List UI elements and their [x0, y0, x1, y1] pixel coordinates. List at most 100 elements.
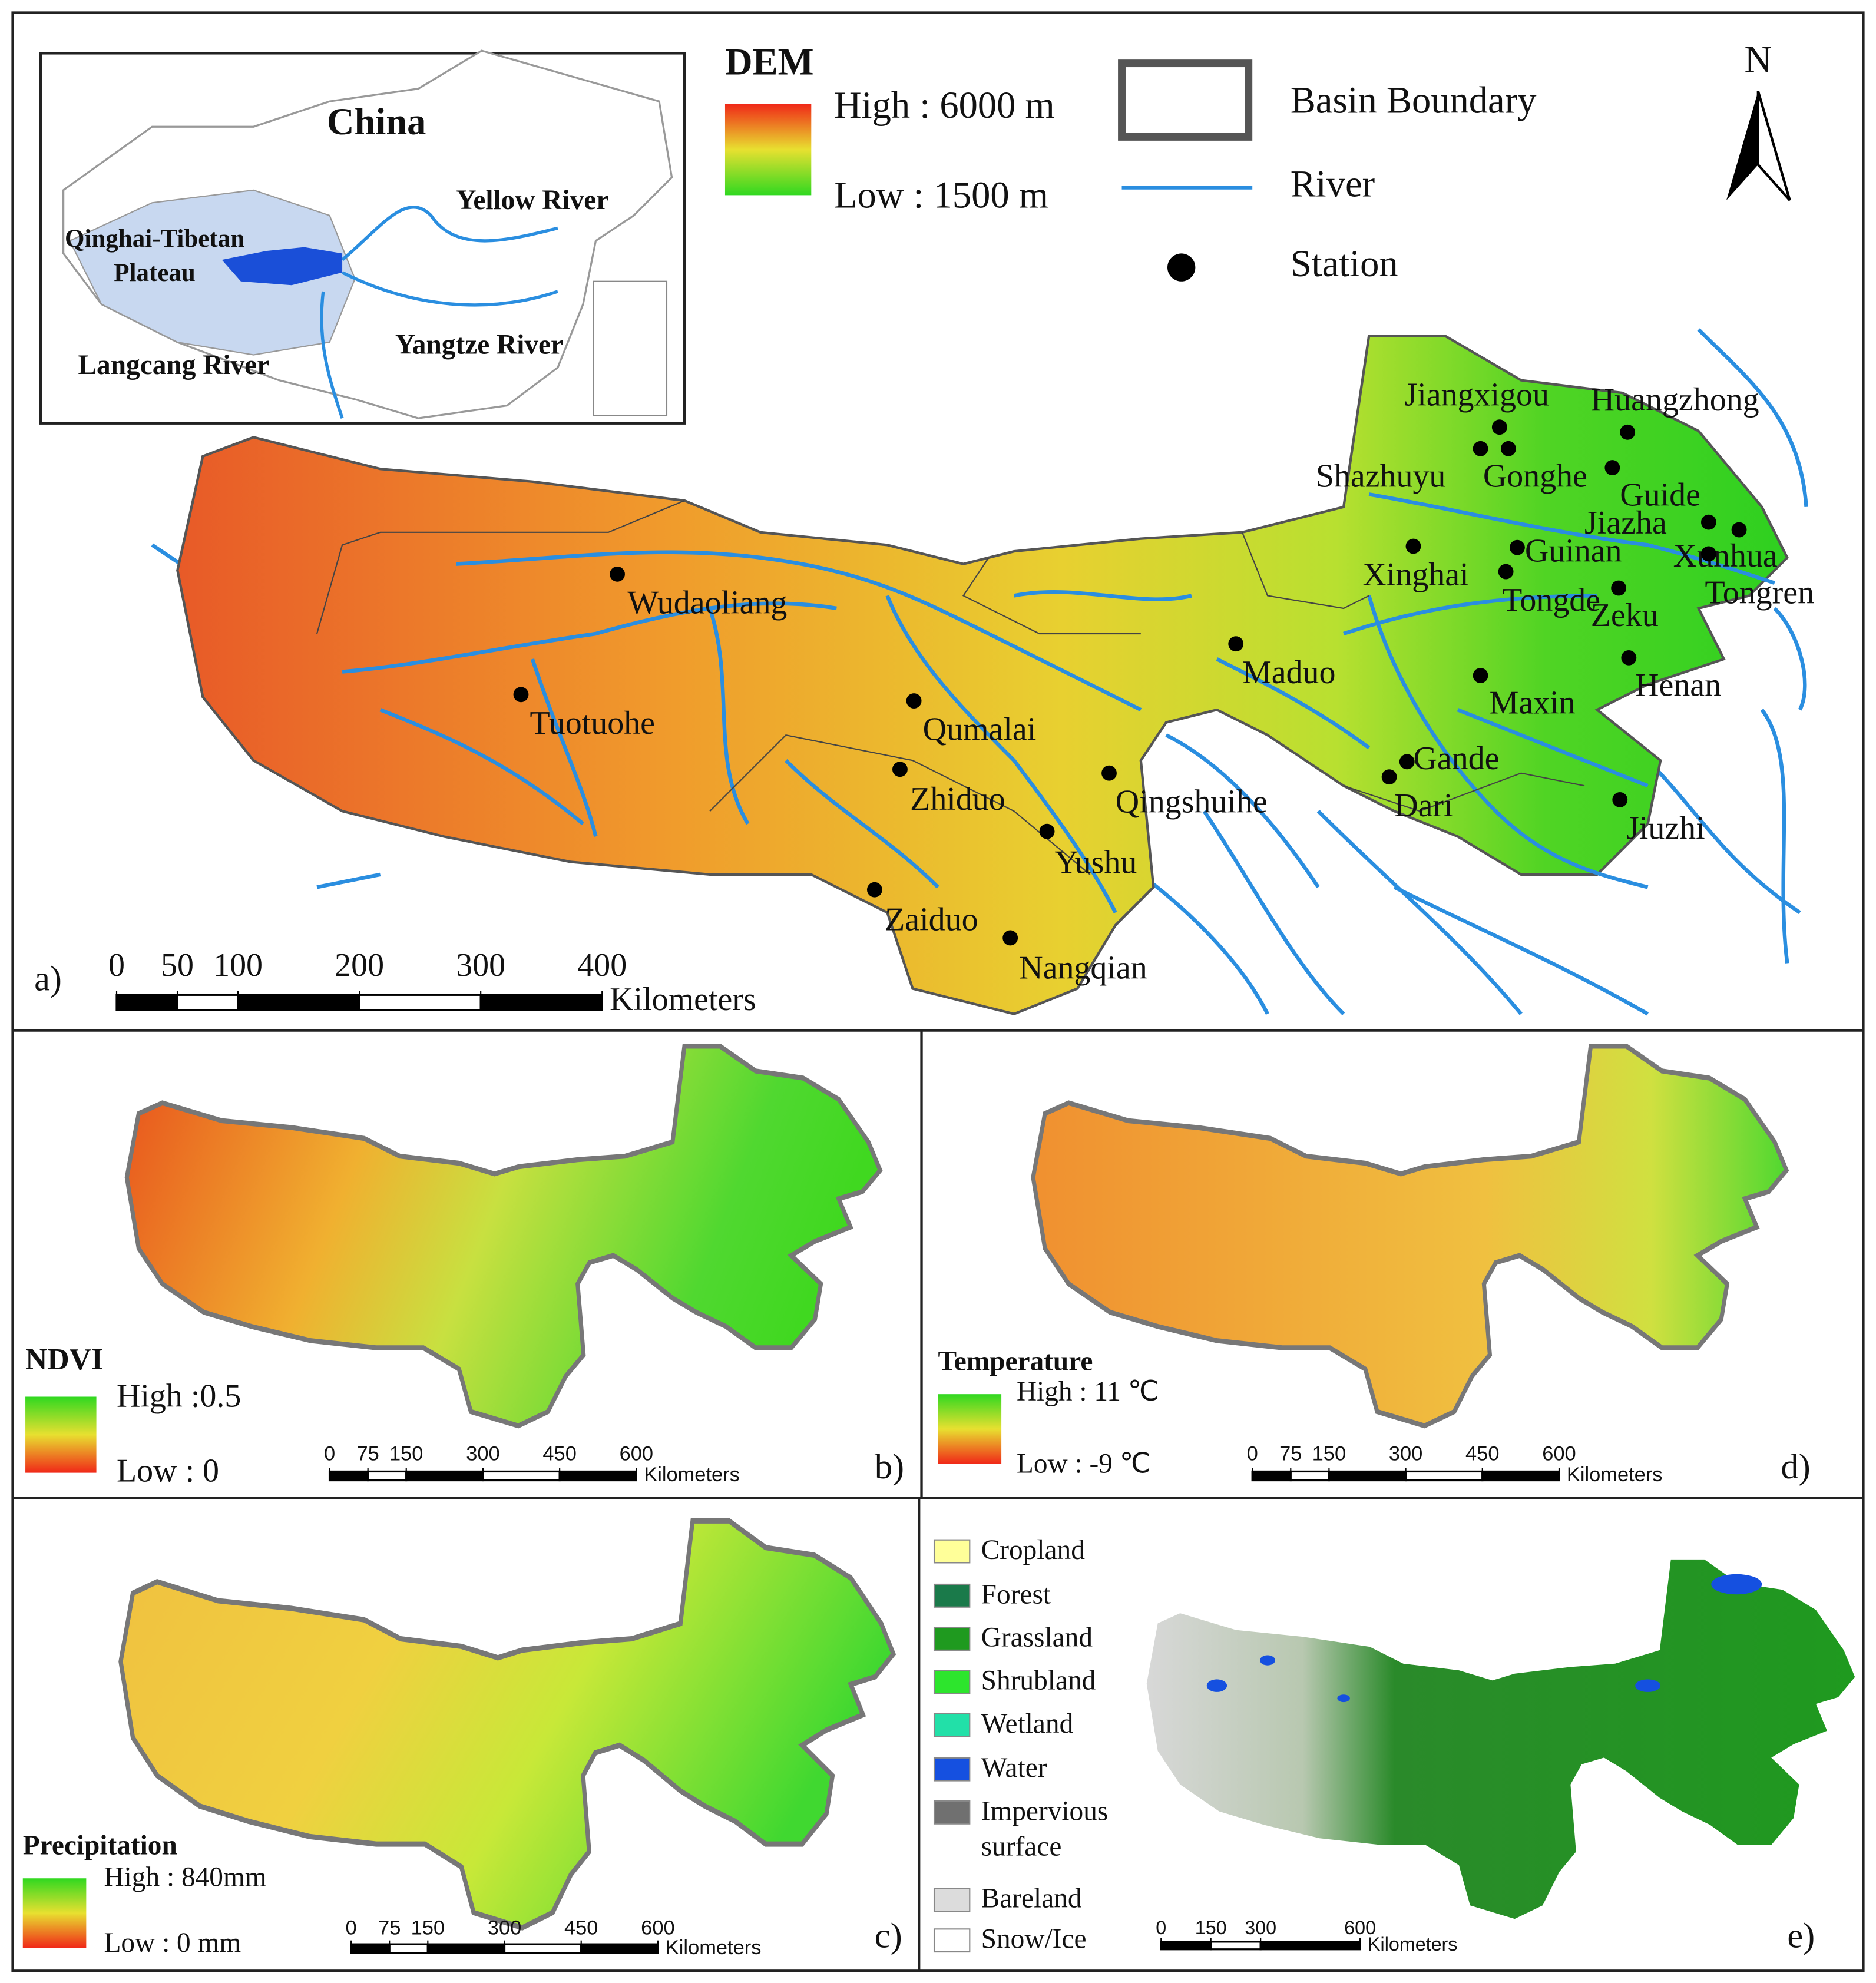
legend-label: Low : -9 ℃ [1017, 1449, 1151, 1479]
north-arrow [1756, 91, 1791, 201]
legend-title: Precipitation [23, 1830, 177, 1860]
scale-tick-label: 75 [356, 1443, 379, 1465]
legend-label: Bareland [981, 1882, 1082, 1914]
legend-symbol [1118, 59, 1253, 141]
legend-label: Basin Boundary [1291, 78, 1537, 121]
legend-label: Grassland [981, 1621, 1093, 1653]
scale-unit: Kilometers [666, 1936, 762, 1959]
station-label: Xinghai [1362, 557, 1468, 593]
scale-segment [388, 1943, 429, 1954]
station-dot [1405, 538, 1421, 554]
scale-tick-label: 450 [1465, 1443, 1499, 1465]
scale-segment [1289, 1470, 1331, 1482]
scale-tick-label: 600 [1344, 1917, 1376, 1938]
basin-dem [177, 336, 1787, 1014]
station-label: Wudaoliang [627, 584, 787, 621]
scale-tick-label: 75 [1279, 1443, 1302, 1465]
scale-tick-label: 150 [389, 1443, 423, 1465]
scale-segment [1210, 1941, 1262, 1951]
legend-label: Water [981, 1752, 1047, 1783]
scale-segment [482, 1470, 561, 1482]
station-dot [1700, 514, 1716, 530]
legend-label: High :0.5 [117, 1378, 241, 1415]
station-label: Guinan [1525, 532, 1622, 569]
legend-swatch [933, 1670, 971, 1694]
legend-label-box: Impervious surface [981, 1795, 1109, 1862]
scale-segment [115, 994, 178, 1011]
scale-tick-label: 400 [577, 947, 627, 984]
scale-segment [358, 994, 482, 1011]
scale-segment [1259, 1941, 1361, 1951]
station-dot [1621, 650, 1637, 666]
station-label: Zhiduo [910, 781, 1005, 817]
inset-box [593, 280, 668, 416]
north-arrow [1726, 91, 1758, 201]
station-dot [1039, 823, 1055, 839]
legend-label: River [1291, 162, 1375, 204]
scale-tick-label: 150 [1312, 1443, 1346, 1465]
station-label: Qumalai [923, 711, 1037, 748]
station-label: Yushu [1054, 845, 1137, 881]
legend-label: High : 11 ℃ [1017, 1376, 1159, 1407]
legend-label: Low : 0 [117, 1453, 219, 1489]
legend-label-box: Wetland [981, 1707, 1074, 1739]
legend-label: Shrubland [981, 1664, 1096, 1696]
station-dot [1491, 419, 1507, 435]
legend-ramp [938, 1394, 1002, 1464]
station-dot [1473, 441, 1488, 456]
scale-tick-label: 0 [1156, 1917, 1166, 1938]
legend-ramp [25, 1396, 97, 1473]
scale-tick-label: 300 [1245, 1917, 1276, 1938]
scale-segment [176, 994, 239, 1011]
station-label: Henan [1635, 667, 1721, 703]
inset-label: Qinghai-Tibetan [65, 225, 244, 253]
legend-swatch [933, 1888, 971, 1912]
scale-segment [405, 1470, 484, 1482]
legend-title: Temperature [938, 1346, 1093, 1376]
legend-swatch [933, 1627, 971, 1651]
legend-label: High : 6000 m [834, 84, 1055, 126]
station-dot [1510, 539, 1525, 555]
landcover-legend: Cropland Forest Grassland Shrubland Wetland W… [933, 1534, 1109, 1955]
scale-tick-label: 100 [213, 947, 263, 984]
station-label: Xunhua [1673, 538, 1778, 574]
scale-tick-label: 0 [324, 1443, 335, 1465]
station-dot [906, 693, 922, 709]
scale-tick-label: 50 [161, 947, 194, 984]
inset-label: Yangtze River [395, 330, 563, 360]
legend-label: High : 840mm [104, 1862, 266, 1892]
station-label: Jiuzhi [1626, 810, 1705, 847]
legend-swatch [933, 1928, 971, 1953]
inset-rivers [320, 206, 558, 419]
station-dot [1381, 769, 1397, 785]
legend-title: NDVI [25, 1343, 103, 1376]
study-area [221, 247, 343, 286]
scale-segment [1404, 1470, 1484, 1482]
scale-segment [479, 994, 603, 1011]
panel-label: d) [1781, 1447, 1811, 1487]
legend-ramp [724, 104, 812, 196]
station-label: Tuotuohe [530, 705, 655, 741]
plateau-area [68, 189, 356, 356]
scale-tick-label: 300 [488, 1916, 521, 1939]
legend-ramp [22, 1878, 87, 1948]
station-label: Huangzhong [1591, 382, 1759, 418]
scale-segment [558, 1470, 637, 1482]
scale-tick-label: 600 [1542, 1443, 1576, 1465]
station-label: Jiangxigou [1404, 377, 1549, 413]
basin-landcover [1146, 1559, 1855, 1919]
station-label: Tongde [1502, 582, 1600, 618]
scale-segment [1481, 1470, 1560, 1482]
scale-segment [580, 1943, 659, 1954]
station-dot [513, 687, 529, 703]
scale-segment [350, 1943, 391, 1954]
scale-segment [1328, 1470, 1407, 1482]
legend-label: Snow/Ice [981, 1922, 1087, 1955]
panel-label: c) [875, 1916, 902, 1955]
station-dot [1604, 460, 1620, 475]
station-label: Maduo [1242, 654, 1335, 691]
scale-segment [367, 1470, 408, 1482]
legend-label-box: Shrubland [981, 1664, 1096, 1696]
legend-label-box: Bareland [981, 1882, 1082, 1914]
